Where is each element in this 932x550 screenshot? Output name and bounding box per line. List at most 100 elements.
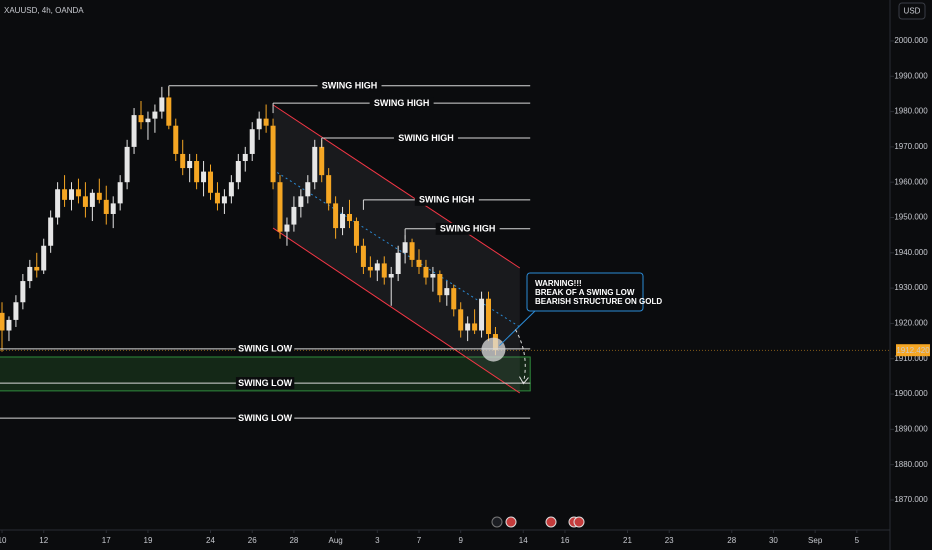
- candle-body: [13, 302, 19, 320]
- candle-body: [423, 266, 429, 278]
- callout-text: BREAK OF A SWING LOW: [535, 288, 635, 297]
- event-icon[interactable]: [573, 516, 585, 528]
- candle-body: [458, 309, 464, 331]
- callout-pointer: [499, 310, 536, 346]
- y-tick-label: 1990.000: [894, 71, 928, 80]
- level-label: SWING LOW: [238, 378, 292, 388]
- x-tick-label: 21: [623, 536, 632, 545]
- candle-body: [312, 146, 318, 183]
- y-tick-label: 1900.000: [894, 389, 928, 398]
- y-tick-label: 1930.000: [894, 283, 928, 292]
- candle-body: [221, 196, 227, 204]
- candle-body: [333, 203, 339, 229]
- symbol-title: XAUUSD, 4h, OANDA: [4, 6, 84, 15]
- event-icon[interactable]: [491, 516, 503, 528]
- event-icon[interactable]: [545, 516, 557, 528]
- currency-button[interactable]: [898, 2, 926, 20]
- x-tick-label: 7: [417, 536, 422, 545]
- candle-body: [374, 263, 380, 271]
- candle-body: [194, 161, 200, 183]
- candle-body: [103, 199, 109, 214]
- y-tick-label: 1890.000: [894, 424, 928, 433]
- candle-body: [235, 161, 241, 183]
- candle-body: [409, 242, 415, 260]
- candle-body: [291, 206, 297, 225]
- y-tick-label: 1940.000: [894, 248, 928, 257]
- candle-body: [138, 115, 144, 123]
- highlight-circle: [481, 337, 506, 362]
- candle-body: [145, 118, 151, 123]
- y-tick-label: 2000.000: [894, 36, 928, 45]
- channel-upper: [272, 104, 521, 269]
- level-label: SWING HIGH: [398, 133, 454, 143]
- candle-body: [340, 213, 346, 229]
- event-icon[interactable]: [505, 516, 517, 528]
- callout-text: BEARISH STRUCTURE ON GOLD: [535, 297, 662, 306]
- candle-body: [465, 323, 471, 331]
- level-label: SWING LOW: [238, 413, 292, 423]
- candle-body: [305, 182, 311, 197]
- candle-body: [472, 323, 478, 331]
- candle-body: [360, 245, 366, 267]
- level-label-bg: [235, 412, 295, 425]
- y-tick-label: 1980.000: [894, 107, 928, 116]
- level-label-bg: [235, 342, 295, 355]
- candle-body: [34, 266, 40, 271]
- y-tick-label: 1950.000: [894, 213, 928, 222]
- x-tick-label: 16: [561, 536, 570, 545]
- candle-body: [75, 189, 81, 197]
- last-price-label: 1912.420: [896, 346, 930, 355]
- currency-label[interactable]: USD: [904, 7, 921, 16]
- projection-arrow: [515, 329, 526, 383]
- candle-body: [180, 153, 186, 169]
- callout-box: [526, 272, 644, 312]
- level-label-bg: [435, 222, 500, 235]
- candle-body: [402, 242, 408, 253]
- candle-body: [277, 182, 283, 232]
- candle-body: [48, 217, 54, 246]
- candle-body: [214, 192, 220, 204]
- level-label: SWING HIGH: [419, 195, 475, 205]
- level-label: SWING HIGH: [374, 98, 430, 108]
- x-tick-label: 30: [769, 536, 778, 545]
- candle-body: [388, 274, 394, 278]
- candle-body: [131, 115, 137, 147]
- candle-body: [62, 189, 68, 200]
- level-label-bg: [317, 79, 382, 92]
- x-tick-label: 3: [375, 536, 380, 545]
- projection-arrowhead: [519, 376, 529, 385]
- candle-body: [486, 298, 492, 335]
- x-tick-label: Aug: [328, 536, 342, 545]
- candle-body: [208, 171, 214, 193]
- x-tick-label: 28: [289, 536, 298, 545]
- candle-body: [228, 182, 234, 197]
- x-tick-label: 19: [144, 536, 153, 545]
- channel-lower: [272, 227, 521, 394]
- candle-body: [173, 125, 179, 154]
- candle-body: [347, 213, 353, 222]
- level-label: SWING HIGH: [440, 224, 496, 234]
- x-tick-label: 23: [665, 536, 674, 545]
- candle-body: [152, 111, 158, 119]
- candle-body: [89, 192, 95, 207]
- candle-body: [430, 274, 436, 278]
- candle-body: [41, 245, 47, 271]
- y-tick-label: 1970.000: [894, 142, 928, 151]
- x-tick-label: Sep: [808, 536, 823, 545]
- x-tick-label: 14: [519, 536, 528, 545]
- candle-body: [256, 118, 262, 130]
- event-icons: [491, 516, 585, 528]
- y-tick-label: 1910.000: [894, 354, 928, 363]
- candle-body: [395, 252, 401, 275]
- candle-body: [187, 161, 193, 169]
- y-tick-label: 1920.000: [894, 319, 928, 328]
- candle-body: [55, 189, 61, 218]
- candle-body: [353, 221, 359, 246]
- y-tick-label: 1870.000: [894, 495, 928, 504]
- level-label-bg: [393, 132, 458, 145]
- x-tick-label: 10: [0, 536, 7, 545]
- x-tick-label: 28: [727, 536, 736, 545]
- candle-body: [0, 312, 5, 331]
- candle-body: [242, 153, 248, 162]
